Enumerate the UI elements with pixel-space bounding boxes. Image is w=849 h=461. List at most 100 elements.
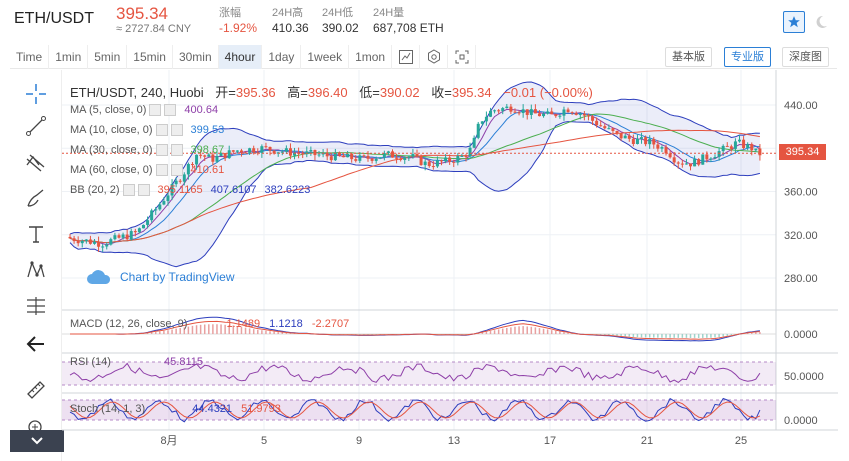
candle-body — [68, 236, 72, 239]
stoch-legend[interactable]: Stoch (14, 1, 3) 44.4321 51.9793 — [70, 403, 281, 415]
theme-toggle-button[interactable] — [810, 11, 832, 33]
candle-body — [672, 157, 676, 163]
candle-body — [701, 154, 705, 165]
candle-body — [199, 154, 203, 156]
tf-1week[interactable]: 1week — [301, 44, 350, 69]
last-price: 395.34 — [116, 4, 168, 23]
candle-body — [227, 150, 231, 159]
candle-body — [640, 137, 644, 139]
legend-bb-upper: 407.6107 — [210, 184, 257, 196]
candle-body — [190, 164, 194, 166]
candle-body — [607, 128, 611, 130]
tf-1min[interactable]: 1min — [49, 44, 89, 69]
candle-body — [603, 126, 607, 129]
open-value: 395.36 — [235, 85, 276, 100]
candle-body — [664, 147, 668, 154]
tf-1day[interactable]: 1day — [262, 44, 302, 69]
candle-body — [578, 113, 582, 115]
settings-button[interactable] — [420, 44, 449, 69]
candle-body — [211, 154, 215, 162]
moon-icon — [816, 15, 827, 28]
screenshot-button[interactable] — [448, 44, 477, 69]
cny-price: ≈ 2727.84 CNY — [116, 23, 192, 35]
low-value: 390.02 — [379, 85, 420, 100]
candle-body — [88, 239, 92, 244]
candle-body — [268, 146, 272, 151]
candle-body — [546, 111, 550, 114]
candle-body — [137, 228, 141, 233]
brush-tool[interactable] — [22, 184, 50, 212]
ruler-tool[interactable] — [22, 376, 50, 404]
trend-line-icon — [26, 116, 46, 136]
candle-body — [378, 157, 382, 159]
measure-tool[interactable] — [22, 292, 50, 320]
tf-1mon[interactable]: 1mon — [349, 44, 393, 69]
basic-version-button[interactable]: 基本版 — [665, 47, 712, 67]
pitchfork-icon — [26, 154, 45, 172]
candle-body — [182, 174, 186, 182]
candle-body — [350, 153, 354, 160]
candle-body — [329, 156, 333, 161]
tf-time[interactable]: Time — [10, 44, 50, 69]
pane-axis-label: 50.0000 — [784, 371, 824, 383]
candle-body — [566, 109, 570, 113]
candle-body — [399, 158, 403, 160]
candle-body — [680, 163, 684, 165]
candle-body — [717, 151, 721, 157]
chart-type-button[interactable] — [392, 44, 421, 69]
candle-body — [738, 139, 742, 142]
candle-body — [586, 115, 590, 117]
candle-body — [509, 106, 513, 112]
candle-body — [476, 123, 480, 138]
legend-ma10[interactable]: MA (10, close, 0) 399.53 — [70, 124, 224, 136]
candle-body — [505, 106, 509, 109]
gear-icon — [427, 48, 440, 64]
low-label: 低= — [359, 85, 380, 100]
candle-body — [460, 155, 464, 157]
pattern-icon — [27, 261, 45, 278]
time-axis-label: 5 — [261, 435, 267, 447]
candle-body — [178, 180, 182, 182]
rsi-band — [62, 362, 776, 385]
crosshair-tool[interactable] — [22, 80, 50, 108]
candle-body — [689, 163, 693, 167]
trend-line-tool[interactable] — [22, 112, 50, 140]
back-tool[interactable] — [22, 330, 50, 358]
chevron-down-icon — [31, 437, 43, 445]
price-chart[interactable]: 440.00400.00360.00320.00280.008月59131721… — [62, 70, 838, 461]
tradingview-watermark[interactable]: Chart by TradingView — [86, 268, 235, 286]
stoch-value-1: 44.4321 — [192, 403, 233, 415]
candle-body — [121, 234, 125, 238]
macd-signal-line — [70, 320, 760, 340]
stat-low-label: 24H低 — [322, 7, 354, 19]
bb-fill — [70, 82, 760, 267]
macd-legend[interactable]: MACD (12, 26, close, 9) 1.1489 1.1218 -2… — [70, 318, 349, 330]
tf-30min[interactable]: 30min — [173, 44, 219, 69]
tf-4hour[interactable]: 4hour — [218, 44, 263, 69]
candle-body — [92, 241, 96, 244]
candle-body — [321, 153, 325, 155]
pro-version-button[interactable]: 专业版 — [724, 47, 771, 67]
candle-body — [231, 150, 235, 152]
macd-value-1: 1.1489 — [226, 318, 261, 330]
legend-ma5[interactable]: MA (5, close, 0) 400.64 — [70, 104, 218, 116]
text-tool[interactable] — [22, 220, 50, 248]
favorite-button[interactable] — [783, 11, 805, 33]
pane-axis-label: 0.0000 — [784, 415, 818, 427]
tf-5min[interactable]: 5min — [88, 44, 128, 69]
pattern-tool[interactable] — [22, 256, 50, 284]
candle-body — [411, 154, 415, 157]
rsi-legend[interactable]: RSI (14) 45.8115 — [70, 356, 203, 368]
legend-ma60[interactable]: MA (60, close, 0) 410.61 — [70, 164, 224, 176]
rsi-line — [69, 362, 761, 384]
legend-ma30[interactable]: MA (30, close, 0) 398.67 — [70, 144, 224, 156]
arrow-left-icon — [26, 336, 44, 352]
time-axis-label: 9 — [356, 435, 362, 447]
tf-15min[interactable]: 15min — [127, 44, 173, 69]
candle-body — [150, 210, 154, 221]
stat-high: 24H高 410.36 — [272, 6, 309, 35]
pitchfork-tool[interactable] — [22, 148, 50, 176]
collapse-toolbar-button[interactable] — [10, 430, 64, 452]
legend-bb[interactable]: BB (20, 2) 395.1165 407.6107 382.6223 — [70, 184, 310, 196]
depth-chart-button[interactable]: 深度图 — [782, 47, 829, 67]
